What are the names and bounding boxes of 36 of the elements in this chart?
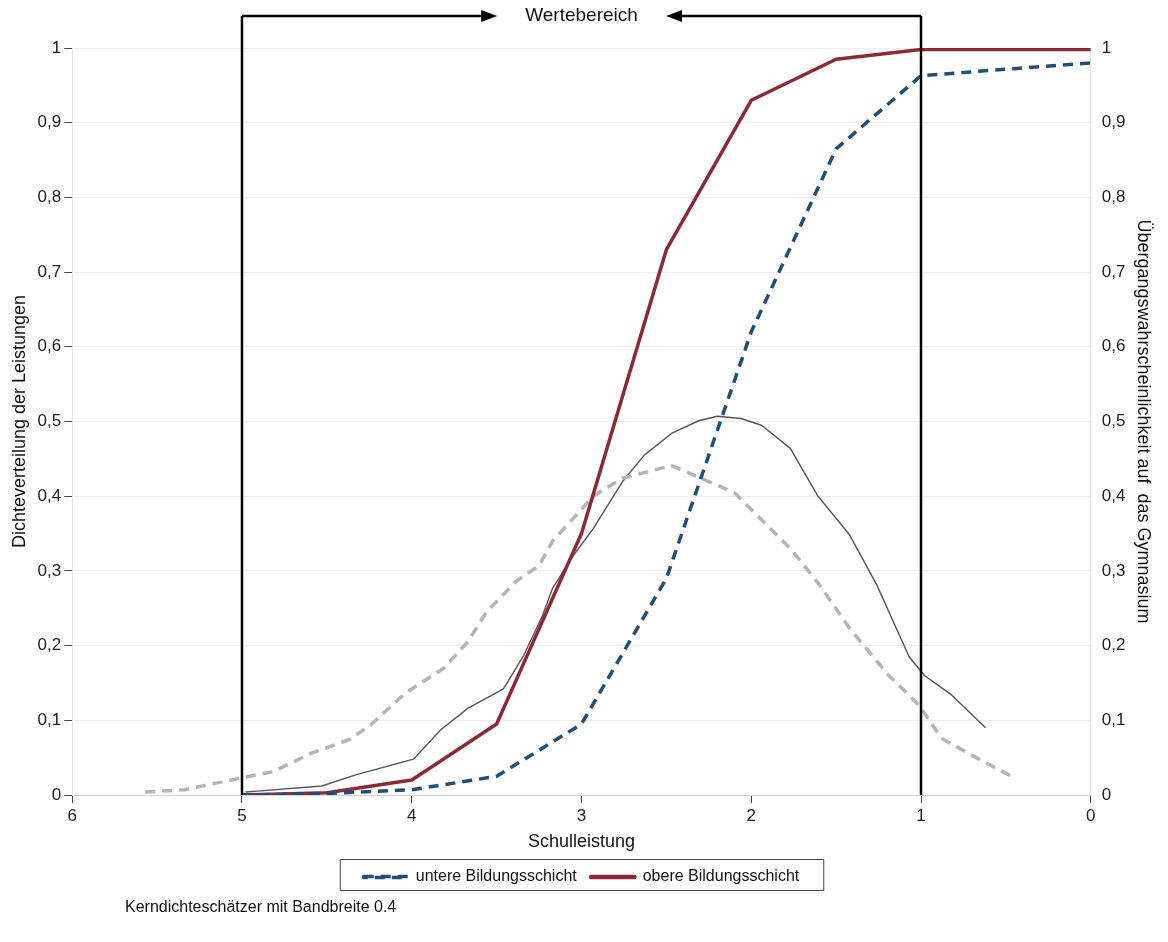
x-tick-label: 4 bbox=[407, 805, 417, 825]
y-tick-label: 0,8 bbox=[37, 187, 62, 207]
y-tick-label: 1 bbox=[51, 37, 62, 57]
y2-tick-label: 0,2 bbox=[1101, 635, 1126, 655]
y-tick-label: 0,9 bbox=[37, 112, 62, 132]
y2-tick-label: 0,1 bbox=[1101, 709, 1126, 729]
x-axis-title: Schulleistung bbox=[527, 831, 636, 852]
y-tick-label: 0,4 bbox=[37, 485, 62, 505]
y2-tick-label: 0,5 bbox=[1101, 411, 1126, 431]
y-tick-label: 0,7 bbox=[37, 261, 62, 281]
x-tick-label: 0 bbox=[1086, 805, 1096, 825]
y2-tick-label: 0,8 bbox=[1101, 187, 1126, 207]
y-tick-label: 0,5 bbox=[37, 411, 62, 431]
x-tick-label: 3 bbox=[576, 805, 587, 825]
y-axis-title: Dichteverteilung der Leistungen bbox=[8, 294, 29, 549]
y2-tick-label: 0,6 bbox=[1101, 336, 1126, 356]
y2-axis-title: Übergangswahrscheinlichkeit auf das Gymnasium bbox=[1134, 219, 1155, 624]
y-tick-label: 0,1 bbox=[37, 709, 62, 729]
y2-tick-label: 0,9 bbox=[1101, 112, 1126, 132]
x-tick-label: 2 bbox=[746, 805, 756, 825]
y-tick-label: 0,3 bbox=[37, 560, 62, 580]
y2-tick-label: 0,7 bbox=[1101, 261, 1126, 281]
text: Wertebereich bbox=[525, 4, 638, 26]
text: Kerndichteschätzer mit Bandbreite 0.4 bbox=[125, 898, 397, 916]
x-tick-label: 1 bbox=[916, 805, 926, 825]
y-tick-label: 0,2 bbox=[37, 635, 62, 655]
y-tick-label: 0 bbox=[51, 784, 62, 804]
y2-tick-label: 1 bbox=[1101, 37, 1112, 57]
y-tick-label: 0,6 bbox=[37, 336, 62, 356]
y2-tick-label: 0,3 bbox=[1101, 560, 1126, 580]
x-tick-label: 6 bbox=[67, 805, 77, 825]
y2-tick-label: 0 bbox=[1101, 784, 1112, 804]
legend-label: untere Bildungsschicht bbox=[415, 867, 578, 885]
x-tick-label: 5 bbox=[237, 805, 247, 825]
legend-label: obere Bildungsschicht bbox=[642, 867, 800, 885]
y2-tick-label: 0,4 bbox=[1101, 485, 1126, 505]
